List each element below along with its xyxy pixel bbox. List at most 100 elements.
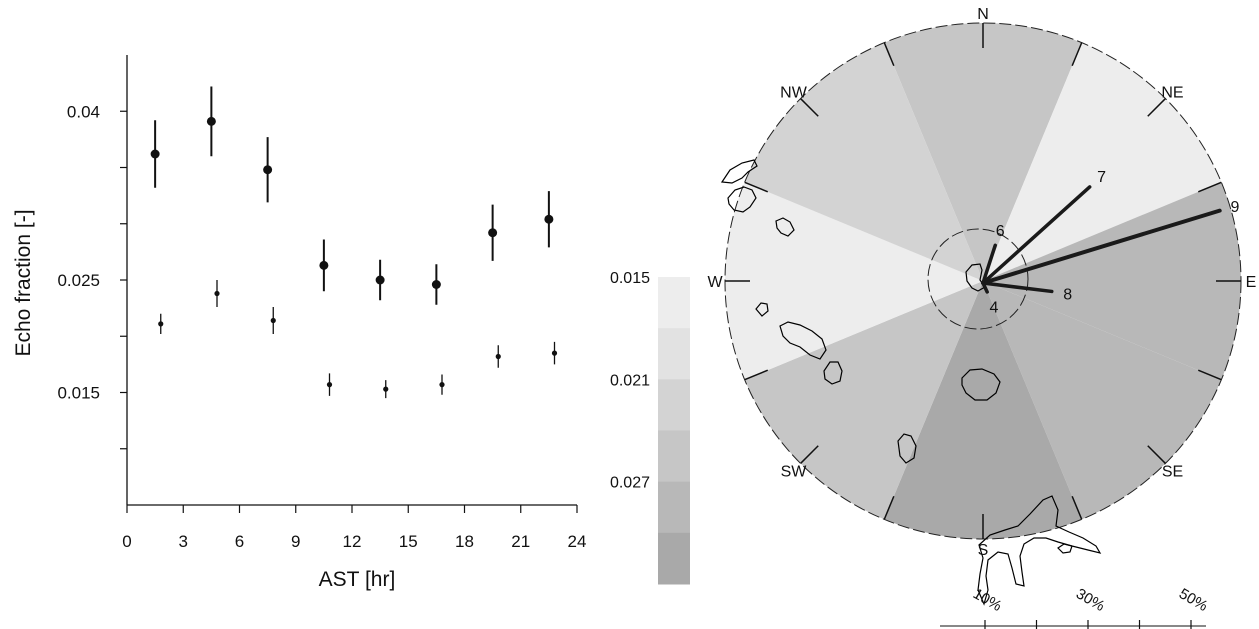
direction-label-s: S (978, 542, 989, 559)
wind-line-label: 6 (996, 223, 1005, 240)
direction-label-nw: NW (780, 84, 808, 101)
data-point-large (319, 260, 329, 270)
island-west-oval (823, 361, 843, 385)
radial-scale-label: 50% (1176, 585, 1211, 615)
colorbar-block (658, 430, 690, 483)
data-point-small (551, 350, 558, 356)
direction-label-n: N (977, 6, 989, 23)
data-point-large (544, 214, 554, 224)
direction-label-sw: SW (781, 464, 808, 481)
direction-tick (1147, 98, 1166, 117)
direction-label-w: W (707, 274, 723, 291)
island-antigua (961, 368, 1001, 401)
direction-tick (1071, 42, 1083, 67)
direction-label-e: E (1246, 274, 1257, 291)
island-northwest-a (720, 159, 758, 184)
colorbar-block (658, 277, 690, 329)
wind-line (981, 281, 1054, 294)
scatter-marks (150, 86, 558, 399)
x-tick-label: 9 (291, 532, 300, 551)
colorbar-blocks (658, 277, 690, 585)
data-point-small (270, 317, 276, 324)
x-tick-label: 12 (343, 532, 362, 551)
data-point-small (383, 386, 389, 392)
data-point-small (495, 353, 501, 360)
direction-tick (1071, 495, 1083, 520)
radial-scale: 10% 30% 50% (940, 585, 1211, 629)
x-tick-label: 18 (455, 532, 474, 551)
island-east-small (1057, 543, 1073, 554)
island-west-small (755, 302, 769, 317)
axis-ticks (120, 110, 578, 513)
wind-line (981, 281, 989, 294)
wind-line (981, 185, 1092, 285)
radial-scale-label: 30% (1073, 585, 1108, 615)
direction-tick (800, 98, 819, 117)
x-tick-label: 0 (122, 532, 131, 551)
direction-tick (744, 369, 769, 381)
x-tick-label: 24 (568, 532, 587, 551)
x-tick-label: 15 (399, 532, 418, 551)
data-point-small (439, 382, 445, 388)
sector-s (884, 281, 1082, 539)
wind-line (981, 243, 997, 285)
colorbar-block (658, 328, 690, 380)
wind-frequency-lines: 9 7 6 8 4 (981, 169, 1240, 316)
sector-w (725, 182, 983, 380)
colorbar-tick-label: 0.021 (610, 372, 650, 389)
wind-line-label: 9 (1231, 199, 1240, 216)
direction-label-se: SE (1162, 464, 1183, 481)
colorbar-labels: 0.015 0.021 0.027 (610, 270, 650, 492)
x-tick-label: 6 (235, 532, 244, 551)
direction-tick (883, 495, 895, 520)
axis-tick-labels: 0 3 6 9 12 15 18 21 24 0.04 0.025 0.015 (57, 102, 586, 551)
island-guadeloupe (977, 495, 1102, 606)
island-west-large (779, 321, 827, 360)
direction-ticks (725, 23, 1241, 539)
colorbar-block (658, 379, 690, 431)
data-point-large (206, 116, 216, 126)
wind-line-label: 8 (1063, 286, 1072, 303)
colorbar-tick-label: 0.015 (610, 270, 650, 287)
colorbar: 0.015 0.021 0.027 (610, 270, 690, 585)
colorbar-tick-label: 0.027 (610, 475, 650, 492)
data-point-large (488, 228, 498, 238)
data-point-small (326, 382, 333, 388)
direction-tick (1197, 181, 1222, 193)
scatter-panel: 0 3 6 9 12 15 18 21 24 0.04 0.025 0.015 AST [hr] Ec… (12, 55, 586, 591)
data-point-small (214, 290, 220, 297)
direction-labels: N NE E SE S SW W NW (707, 6, 1256, 559)
y-tick-label: 0.025 (57, 271, 100, 290)
polar-panel: 9 7 6 8 4 N NE E SE S SW W NW 10% 30% 50% (707, 6, 1256, 629)
y-tick-label: 0.015 (57, 384, 100, 403)
data-point-large (263, 165, 273, 175)
y-axis-label: Echo fraction [-] (12, 209, 35, 356)
sector-n (884, 23, 1082, 282)
direction-tick (800, 445, 819, 464)
wind-line-label: 4 (989, 299, 998, 316)
radial-scale-marks: 10% 30% 50% (970, 585, 1211, 629)
island-northwest-b (727, 186, 757, 213)
colorbar-block (658, 481, 690, 534)
x-axis-label: AST [hr] (319, 568, 396, 591)
colorbar-block (658, 532, 690, 585)
coastline-map (720, 159, 1102, 606)
data-point-small (158, 321, 164, 327)
sector-e (983, 182, 1241, 380)
island-northwest-c (775, 217, 795, 237)
direction-tick (1147, 445, 1166, 464)
radial-scale-label: 10% (970, 585, 1005, 615)
y-tick-label: 0.04 (67, 102, 100, 121)
inner-dashed-ring (927, 228, 1029, 330)
wind-line (981, 208, 1222, 285)
x-tick-label: 21 (511, 532, 530, 551)
x-tick-label: 3 (179, 532, 188, 551)
direction-tick (883, 42, 895, 67)
direction-tick (744, 181, 769, 193)
data-point-large (431, 280, 441, 289)
wind-line-label: 7 (1097, 169, 1106, 186)
direction-tick (1197, 369, 1222, 381)
data-point-large (375, 275, 385, 285)
island-south-small (897, 433, 917, 464)
